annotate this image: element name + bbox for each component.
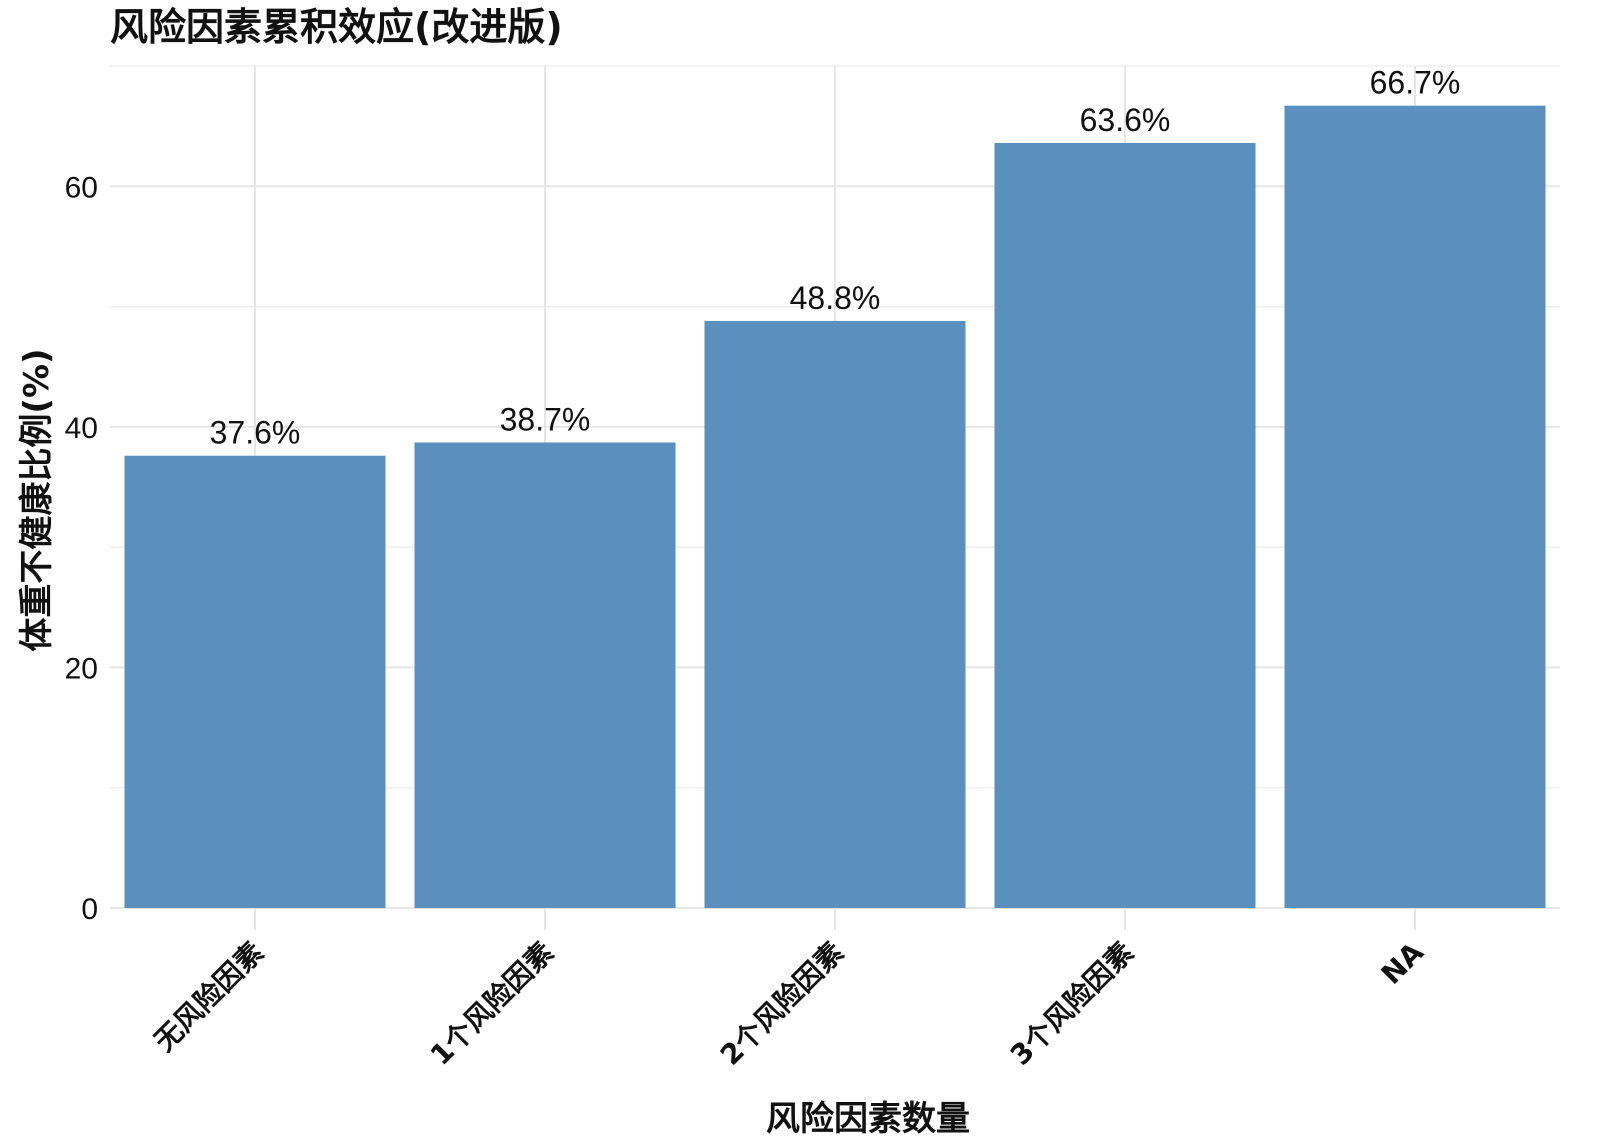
x-category-label: 1个风险因素 — [424, 936, 560, 1072]
chart-title: 风险因素累积效应(改进版) — [110, 5, 563, 49]
bar — [704, 321, 966, 908]
bar — [124, 455, 386, 908]
bar — [1284, 105, 1546, 909]
y-ticks: 0 20 40 60 — [65, 171, 98, 926]
bar-value-label: 37.6% — [210, 415, 301, 451]
x-axis-label: 风险因素数量 — [766, 1099, 970, 1139]
y-tick-label: 40 — [65, 412, 98, 445]
bar-value-label: 63.6% — [1080, 102, 1171, 138]
y-tick-label: 0 — [81, 893, 98, 926]
x-categories: 无风险因素 1个风险因素 2个风险因素 3个风险因素 NA — [148, 935, 1431, 1071]
bar-value-label: 48.8% — [790, 280, 881, 316]
bars: 37.6% 38.7% 48.8% 63.6% 66.7% — [124, 65, 1546, 909]
bar — [994, 142, 1256, 909]
bar-value-label: 38.7% — [500, 401, 591, 437]
bar — [414, 442, 676, 908]
y-axis-label: 体重不健康比例(%) — [17, 348, 57, 651]
x-category-label: 3个风险因素 — [1004, 936, 1140, 1072]
x-category-label: 2个风险因素 — [714, 936, 850, 1072]
y-tick-label: 20 — [65, 652, 98, 685]
bar-value-label: 66.7% — [1370, 65, 1461, 101]
y-tick-label: 60 — [65, 171, 98, 204]
x-category-label: 无风险因素 — [148, 936, 270, 1058]
x-category-label: NA — [1375, 935, 1430, 990]
